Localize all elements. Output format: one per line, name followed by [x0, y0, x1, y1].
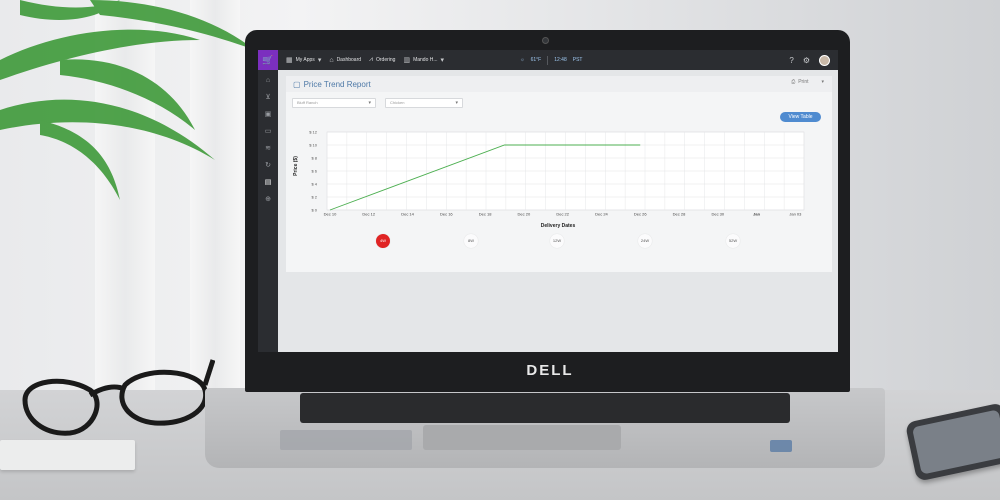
view-table-button[interactable]: View Table [780, 112, 821, 122]
timezone: PST [572, 57, 583, 63]
top-right-actions: ? ⚙ [789, 50, 830, 70]
help-icon[interactable]: ? [789, 55, 794, 65]
chevron-down-icon: ▾ [821, 79, 824, 85]
x-tick-label: Dec 24 [595, 212, 608, 217]
building-icon: ▥ [403, 57, 411, 64]
y-tick-label: $ 2 [311, 195, 317, 200]
x-tick-label: Jan 03 [789, 212, 802, 217]
range-button-8w[interactable]: 8W [464, 234, 478, 248]
nav-item-label: My Apps [295, 57, 315, 63]
home-icon: ⌂ [329, 56, 334, 64]
curtain [190, 0, 240, 400]
y-axis-ticks: $ 0 $ 2 $ 4 $ 6 $ 8 $ 10 $ 12 [309, 130, 318, 213]
sidebar: ⌂ ⊻ ▣ ▭ ≋ ↻ ▤ ⊕ [258, 70, 278, 352]
grid-icon: ▦ [286, 57, 293, 64]
weather-icon: ☼ [520, 57, 525, 63]
temperature: 61°F [530, 57, 542, 63]
clock-time: 12:48 [554, 57, 567, 63]
nav-item-my-apps[interactable]: ▦ My Apps ▾ [286, 56, 321, 64]
cart-icon[interactable]: ⊻ [265, 94, 271, 101]
x-tick-label: Dec 20 [518, 212, 531, 217]
chart-grid [326, 131, 805, 211]
nav-item-ordering[interactable]: ⩘ Ordering [369, 56, 395, 64]
gear-icon[interactable]: ⚙ [802, 55, 810, 65]
report-panel: ▢ Price Trend Report ⎙ Print ▾ Bluff Ran… [286, 76, 832, 272]
home-icon[interactable]: ⌂ [265, 77, 271, 84]
nav-item-location[interactable]: ▥ Mando H... ▾ [403, 56, 444, 64]
range-button-12w[interactable]: 12W [550, 234, 564, 248]
report-icon: ▢ [293, 79, 301, 89]
print-button[interactable]: ⎙ Print ▾ [791, 79, 824, 85]
report-icon[interactable]: ▤ [264, 179, 272, 186]
laptop-touchpad [423, 425, 621, 450]
x-tick-label: Dec 10 [324, 212, 337, 217]
supplier-select[interactable]: Bluff Ranch ▾ [292, 98, 376, 108]
laptop-sticker [770, 440, 792, 452]
x-tick-label: Dec 16 [440, 212, 453, 217]
chart-icon: ⩘ [369, 56, 373, 63]
y-tick-label: $ 12 [309, 130, 318, 135]
package-icon[interactable]: ▣ [264, 111, 272, 118]
x-tick-label: Jan [753, 212, 760, 217]
laptop-screen: 🛒 ▦ My Apps ▾ ⌂ Dashboard ⩘ Ordering ▥ M… [258, 50, 838, 352]
y-tick-label: $ 6 [311, 169, 317, 174]
gamepad-icon[interactable]: ⊕ [265, 196, 271, 203]
chevron-down-icon: ▾ [317, 57, 322, 64]
chevron-down-icon: ▾ [455, 100, 458, 106]
report-header: ▢ Price Trend Report ⎙ Print ▾ [286, 76, 832, 92]
x-tick-label: Dec 26 [634, 212, 647, 217]
range-button-52w[interactable]: 52W [726, 234, 740, 248]
eyeglasses-image [22, 359, 215, 436]
truck-icon[interactable]: ▭ [264, 128, 272, 135]
divider [547, 55, 549, 65]
y-tick-label: $ 8 [311, 156, 317, 161]
y-axis-label: Price ($) [293, 156, 299, 176]
y-tick-label: $ 4 [311, 182, 317, 187]
laptop-keyboard [300, 393, 790, 423]
chevron-down-icon: ▾ [440, 57, 445, 64]
page-title: Price Trend Report [303, 79, 371, 89]
range-button-4w[interactable]: 4W [376, 234, 390, 248]
x-axis-ticks: Dec 10 Dec 12 Dec 14 Dec 16 Dec 18 Dec 20 Dec … [324, 212, 802, 217]
shopping-cart-icon[interactable]: 🛒 [258, 50, 278, 70]
nav-item-dashboard[interactable]: ⌂ Dashboard [329, 57, 361, 64]
recycle-icon[interactable]: ↻ [265, 162, 271, 169]
status-area: ☼ 61°F 12:48 PST [520, 50, 582, 70]
x-axis-label: Delivery Dates [541, 223, 576, 229]
laptop-sticker [280, 430, 412, 450]
nav-item-label: Ordering [375, 57, 396, 63]
price-trend-chart: $ 0$ 2$ 4$ 6$ 8$ 10$ 12 Dec 10 Dec 12 Dec … [293, 130, 805, 229]
select-value: Bluff Ranch [297, 100, 318, 105]
x-tick-label: Dec 22 [556, 212, 569, 217]
x-tick-label: Dec 14 [401, 212, 414, 217]
notebook-image [0, 440, 135, 470]
x-tick-label: Dec 28 [673, 212, 686, 217]
range-button-24w[interactable]: 24W [638, 234, 652, 248]
x-tick-label: Dec 12 [362, 212, 375, 217]
range-selector: 4W 8W 12W 24W 52W [286, 234, 832, 250]
chart-series [329, 144, 641, 211]
top-navigation-bar: 🛒 ▦ My Apps ▾ ⌂ Dashboard ⩘ Ordering ▥ M… [258, 50, 838, 70]
laptop-brand-logo: DELL [526, 362, 574, 379]
webcam-icon [542, 37, 549, 44]
avatar[interactable] [819, 54, 830, 66]
product-select[interactable]: Chicken ▾ [385, 98, 463, 108]
printer-icon: ⎙ [791, 79, 796, 85]
select-value: Chicken [390, 100, 405, 105]
chevron-down-icon: ▾ [368, 100, 371, 106]
plant-image [0, 0, 255, 200]
wifi-icon[interactable]: ≋ [265, 145, 271, 152]
y-tick-label: $ 0 [311, 208, 317, 213]
x-tick-label: Dec 18 [479, 212, 492, 217]
x-tick-label: Dec 30 [711, 212, 724, 217]
print-label: Print [798, 79, 809, 85]
y-tick-label: $ 10 [309, 143, 318, 148]
nav-item-label: Mando H... [413, 57, 438, 63]
series-line [329, 144, 641, 211]
nav-item-label: Dashboard [336, 57, 362, 63]
